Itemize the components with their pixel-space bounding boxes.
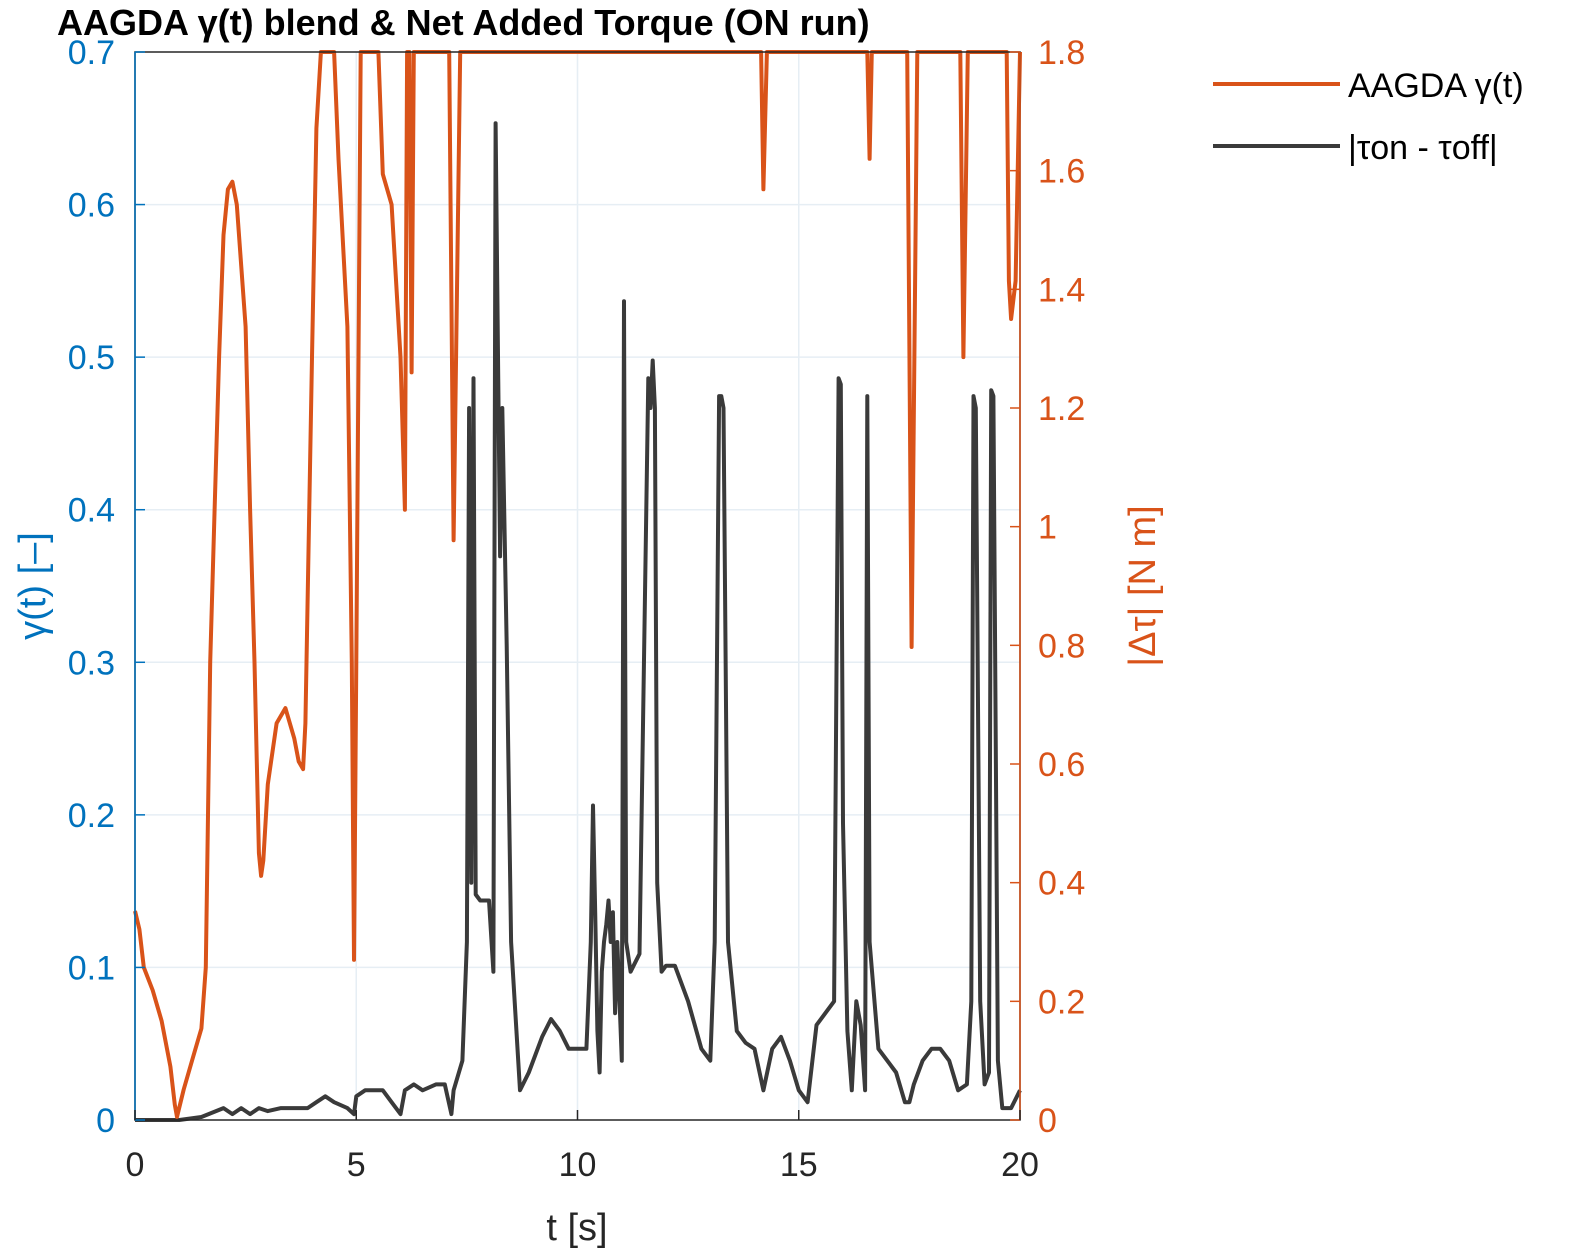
legend: AAGDA γ(t) |τon - τoff| (1213, 67, 1524, 167)
legend-label-gamma: AAGDA γ(t) (1348, 67, 1524, 105)
y-left-axis-label: γ(t) [–] (12, 532, 54, 640)
right-tick-label: 1 (1038, 509, 1057, 547)
right-tick-label: 1.4 (1038, 271, 1085, 309)
x-tick-label: 15 (780, 1146, 818, 1184)
x-tick-label: 5 (347, 1146, 366, 1184)
left-axis-ticks: 0 0.1 0.2 0.3 0.4 0.5 0.6 0.7 (68, 34, 145, 1140)
y-right-axis-label: |Δτ| [N m] (1122, 505, 1164, 666)
x-tick-label: 20 (1001, 1146, 1039, 1184)
right-tick-label: 0.6 (1038, 746, 1085, 784)
right-tick-label: 0.2 (1038, 983, 1085, 1021)
chart-title: AAGDA γ(t) blend & Net Added Torque (ON … (57, 2, 870, 43)
left-tick-label: 0.6 (68, 187, 115, 225)
right-tick-label: 1.6 (1038, 153, 1085, 191)
right-tick-label: 1.2 (1038, 390, 1085, 428)
x-tick-label: 0 (126, 1146, 145, 1184)
left-tick-label: 0.2 (68, 797, 115, 835)
left-tick-label: 0.1 (68, 949, 115, 987)
left-tick-label: 0.3 (68, 644, 115, 682)
x-tick-label: 10 (559, 1146, 597, 1184)
left-tick-label: 0 (96, 1102, 115, 1140)
legend-label-torque: |τon - τoff| (1348, 129, 1498, 167)
right-tick-label: 0.4 (1038, 865, 1085, 903)
grid (135, 52, 1020, 1120)
right-tick-label: 0.8 (1038, 627, 1085, 665)
left-tick-label: 0.7 (68, 34, 115, 72)
right-tick-label: 1.8 (1038, 34, 1085, 72)
right-tick-label: 0 (1038, 1102, 1057, 1140)
left-tick-label: 0.5 (68, 339, 115, 377)
series-line-torque (135, 121, 1022, 1122)
x-axis-ticks: 0 5 10 15 20 (126, 1110, 1039, 1184)
x-axis-label: t [s] (546, 1207, 607, 1249)
left-tick-label: 0.4 (68, 492, 115, 530)
right-axis-ticks: 0 0.2 0.4 0.6 0.8 1 1.2 1.4 1.6 1.8 (1010, 34, 1085, 1140)
